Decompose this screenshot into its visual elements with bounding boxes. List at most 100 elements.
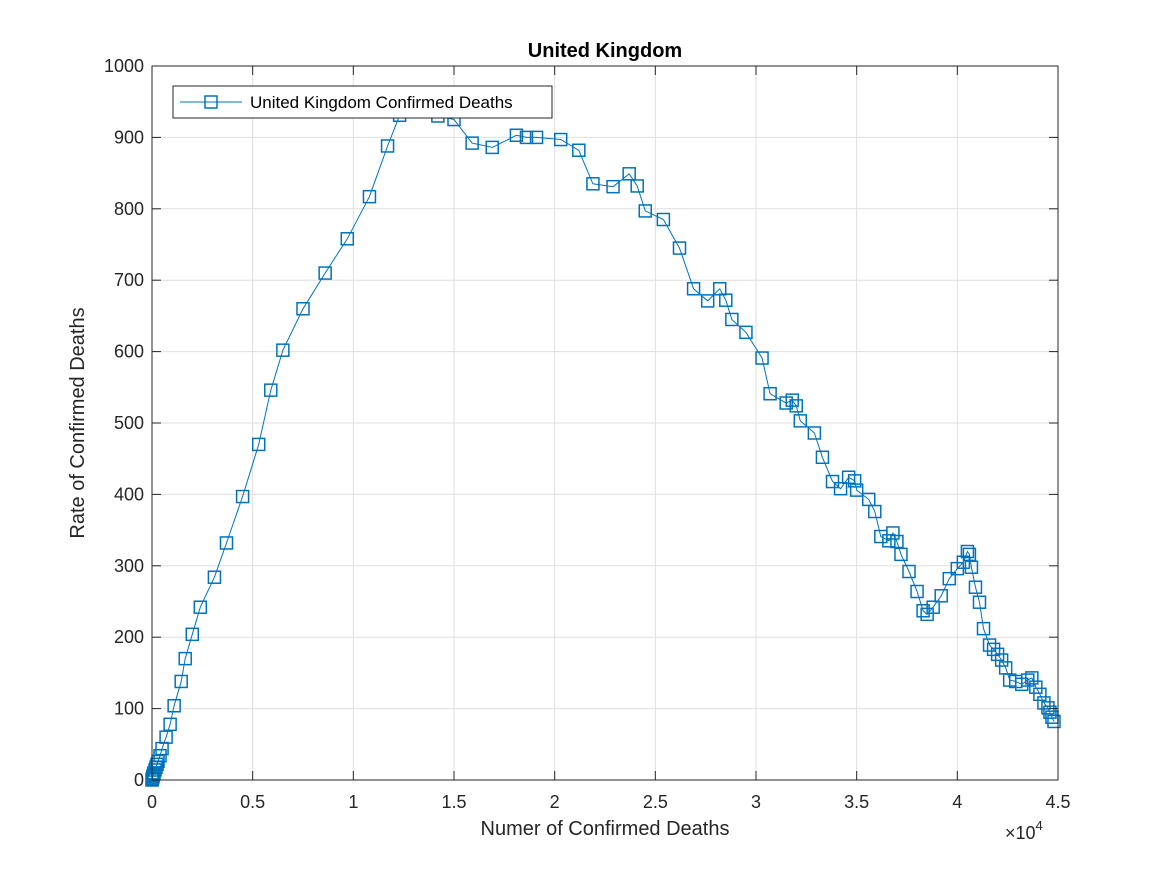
y-tick-label: 800 (114, 199, 144, 219)
data-point-marker (380, 139, 395, 153)
data-point-marker (509, 128, 524, 143)
data-point-marker (982, 638, 997, 652)
data-point-marker (960, 544, 975, 559)
data-point-marker (219, 536, 234, 550)
data-point-marker (207, 570, 222, 584)
legend[interactable]: United Kingdom Confirmed Deaths (172, 85, 553, 119)
data-point-marker (686, 282, 701, 296)
data-point-marker (159, 730, 173, 744)
data-point-marker (1025, 671, 1039, 685)
data-point-marker (833, 481, 848, 496)
chart-title: United Kingdom (528, 40, 682, 62)
data-point-marker (964, 560, 979, 574)
data-point-marker (968, 580, 983, 594)
x-tick-label: 3.5 (844, 792, 869, 812)
data-point-marker (910, 584, 924, 599)
data-point-marker (868, 504, 882, 519)
data-point-marker (174, 674, 188, 689)
y-tick-label: 600 (114, 342, 144, 362)
x-axis-multiplier: ×104 (1005, 818, 1043, 843)
x-tick-label: 2 (550, 792, 560, 812)
data-point-marker (1041, 701, 1055, 715)
y-axis-ticks: 0 100 200 300 400 500 600 700 800 900 1000 (104, 56, 1058, 790)
data-point-marker (894, 547, 908, 562)
data-point-marker (276, 343, 290, 357)
x-tick-label: 2.5 (643, 792, 668, 812)
x-tick-label: 4 (952, 792, 962, 812)
data-point-marker (807, 426, 822, 440)
x-axis-ticks: 0 0.5 1 1.5 2 2.5 3 3.5 4 4.5 (147, 66, 1071, 812)
data-point-marker (902, 564, 916, 579)
data-point-marker (586, 177, 600, 191)
data-point-marker (986, 642, 1001, 657)
data-point-marker (519, 130, 534, 145)
y-tick-label: 300 (114, 556, 144, 576)
y-tick-label: 700 (114, 270, 144, 290)
data-point-marker (763, 386, 777, 401)
data-point-marker (553, 132, 568, 147)
data-point-marker (235, 489, 250, 504)
data-point-marker (1029, 680, 1043, 694)
data-point-marker (529, 130, 544, 145)
series-layer (145, 104, 1061, 787)
data-point-marker (296, 302, 310, 316)
data-point-marker (251, 437, 266, 452)
data-point-marker (994, 653, 1009, 667)
y-tick-label: 1000 (104, 56, 144, 76)
data-point-marker (630, 179, 644, 193)
data-point-marker (849, 483, 864, 497)
data-point-marker (572, 143, 586, 158)
data-point-marker (167, 698, 181, 713)
data-point-marker (942, 571, 957, 586)
data-point-marker (926, 600, 940, 614)
series-line (151, 110, 1055, 781)
data-point-marker (185, 627, 200, 642)
data-point-marker (972, 595, 987, 609)
data-point-marker (362, 189, 377, 204)
data-point-marker (318, 266, 332, 280)
data-point-marker (606, 179, 620, 194)
data-point-marker (793, 414, 808, 428)
y-tick-label: 100 (114, 699, 144, 719)
grid-lines (151, 65, 1059, 781)
y-tick-label: 400 (114, 484, 144, 504)
data-point-marker (962, 547, 977, 562)
x-axis-multiplier-base: ×10 (1005, 823, 1036, 843)
data-point-marker (340, 232, 355, 246)
x-tick-label: 0 (147, 792, 157, 812)
data-point-marker (485, 140, 500, 155)
data-point-marker (672, 241, 687, 255)
data-point-marker (815, 450, 830, 465)
data-point-marker (886, 526, 900, 540)
data-point-marker (1021, 673, 1035, 687)
data-point-marker (622, 167, 636, 181)
data-point-marker (1047, 714, 1061, 729)
data-point-marker (193, 600, 208, 614)
x-tick-label: 1 (348, 792, 358, 812)
x-axis-multiplier-exponent: 4 (1036, 818, 1043, 833)
data-point-marker (465, 136, 479, 150)
x-axis-label: Numer of Confirmed Deaths (481, 818, 730, 840)
data-point-marker (976, 621, 991, 636)
data-point-marker (934, 589, 948, 603)
data-point-marker (638, 204, 653, 218)
data-point-marker (178, 651, 192, 666)
data-point-marker (153, 748, 167, 763)
data-point-marker (1033, 687, 1047, 702)
legend-entry-label: United Kingdom Confirmed Deaths (250, 93, 513, 112)
data-point-marker (916, 604, 930, 618)
data-point-marker (882, 534, 896, 548)
data-point-marker (789, 399, 804, 413)
data-point-marker (163, 717, 177, 732)
legend-square-marker-icon (204, 95, 218, 109)
data-point-marker (700, 294, 715, 308)
y-tick-label: 200 (114, 627, 144, 647)
x-tick-label: 1.5 (441, 792, 466, 812)
y-tick-label: 500 (114, 413, 144, 433)
data-point-marker (739, 325, 753, 340)
data-point-marker (656, 212, 671, 227)
y-tick-label: 900 (114, 127, 144, 147)
data-point-marker (264, 383, 278, 397)
x-tick-label: 4.5 (1045, 792, 1070, 812)
